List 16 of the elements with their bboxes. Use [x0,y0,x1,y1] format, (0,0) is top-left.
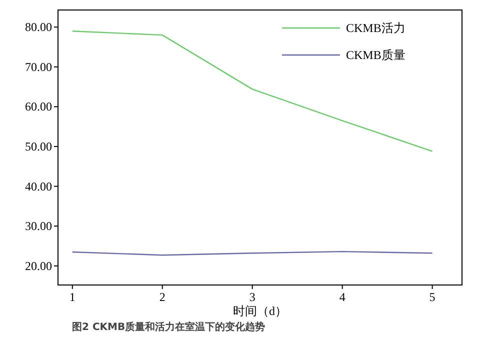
y-tick-label: 40.00 [25,179,52,194]
caption: 图2 CKMB质量和活力在室温下的变化趋势 [72,321,266,333]
x-axis-title: 时间（d） [233,304,287,318]
legend-label: CKMB活力 [346,21,406,35]
y-tick-label: 30.00 [25,219,52,234]
y-tick-label: 70.00 [25,60,52,74]
y-tick-label: 80.00 [25,20,52,34]
legend-label: CKMB质量 [346,48,406,62]
x-tick-label: 4 [339,290,346,304]
y-tick-label: 50.00 [25,140,52,154]
x-tick-label: 5 [429,290,436,304]
x-tick-label: 2 [159,290,166,304]
x-tick-label: 1 [69,290,76,304]
y-tick-label: 20.00 [25,258,52,273]
x-tick-label: 3 [249,290,256,304]
y-tick-label: 60.00 [25,100,52,114]
